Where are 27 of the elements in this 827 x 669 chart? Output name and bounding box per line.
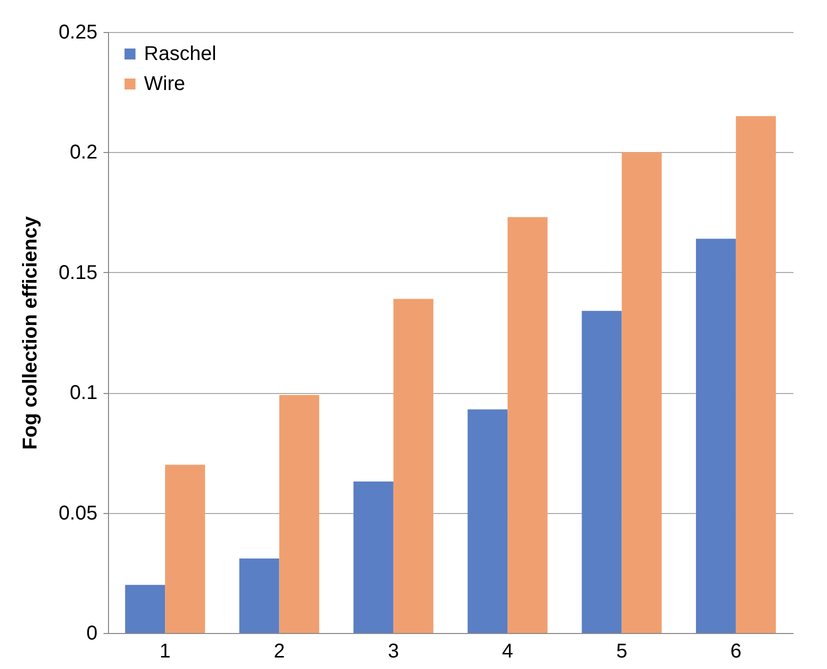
- bar: [582, 310, 622, 633]
- y-axis-title: Fog collection efficiency: [20, 215, 42, 450]
- x-tick-label: 4: [502, 640, 514, 662]
- y-tick-label: 0.25: [58, 22, 98, 44]
- bar: [468, 409, 508, 633]
- bar: [279, 395, 320, 633]
- bar: [353, 482, 394, 633]
- bar: [696, 238, 736, 633]
- x-tick-label: 3: [388, 640, 399, 662]
- bar: [165, 464, 206, 633]
- bar: [125, 584, 166, 633]
- bar: [239, 558, 280, 633]
- x-tick-label: 5: [616, 640, 628, 662]
- y-tick-label: 0: [86, 622, 98, 644]
- x-tick-label: 2: [274, 640, 285, 662]
- bar: [508, 217, 548, 633]
- legend-label: Wire: [144, 73, 186, 95]
- x-tick-label: 1: [160, 640, 171, 662]
- y-tick-label: 0.15: [58, 262, 98, 284]
- y-tick-label: 0.1: [70, 382, 98, 404]
- bar: [736, 116, 776, 633]
- bar: [393, 298, 434, 633]
- x-tick-label: 6: [730, 640, 742, 662]
- y-tick-label: 0.2: [70, 142, 98, 164]
- legend-label: Raschel: [144, 43, 216, 65]
- y-tick-label: 0.05: [58, 502, 98, 524]
- bar: [622, 152, 662, 633]
